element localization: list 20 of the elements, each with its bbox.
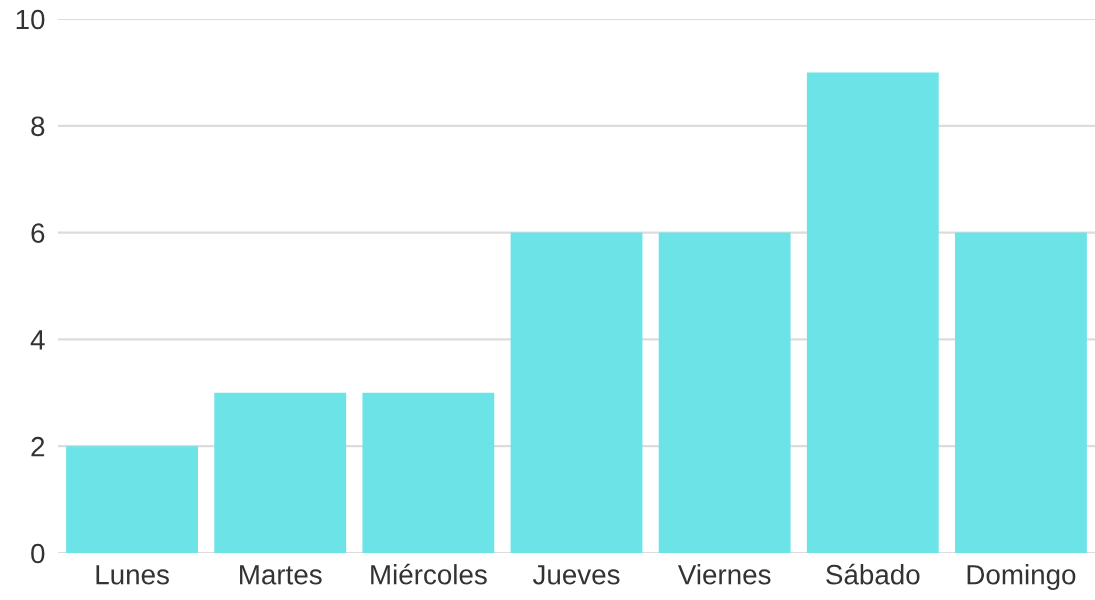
x-tick-label: Sábado: [826, 563, 920, 585]
y-tick-label: 10: [16, 9, 45, 30]
x-tick-label: Miércoles: [371, 563, 487, 585]
x-tick-label: Martes: [240, 565, 322, 585]
y-tick-label: 4: [30, 330, 45, 350]
bar: [66, 446, 198, 553]
bar: [806, 72, 939, 553]
x-tick-label: Viernes: [677, 564, 771, 585]
x-tick-label: Lunes: [96, 565, 169, 585]
y-tick-label: 0: [31, 543, 45, 564]
bar: [362, 392, 495, 553]
bar: [214, 392, 347, 553]
bar: [955, 232, 1087, 553]
x-tick-label: Domingo: [967, 564, 1076, 591]
bar: [510, 232, 643, 553]
bar: [658, 232, 791, 553]
y-tick-label: 2: [31, 436, 45, 457]
x-tick-label: Jueves: [532, 565, 620, 585]
y-tick-label: 6: [31, 223, 45, 243]
y-tick-label: 8: [31, 116, 45, 137]
